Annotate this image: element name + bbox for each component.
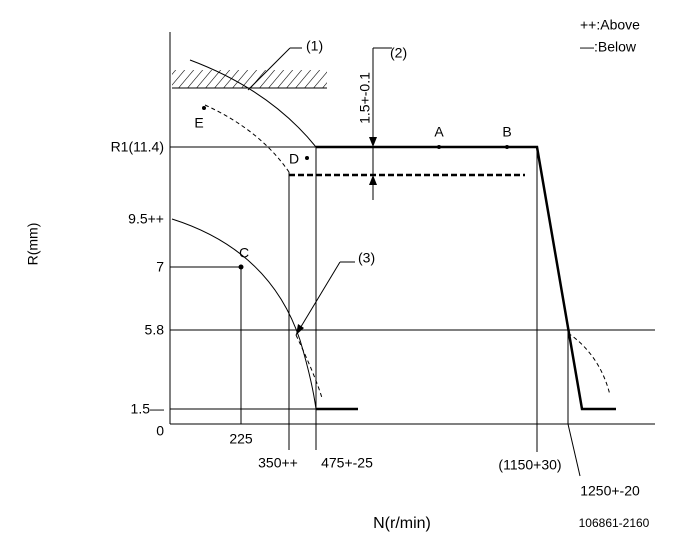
point-label: E (194, 115, 203, 131)
axes (169, 32, 655, 425)
y-label: 1.5— (131, 401, 164, 417)
point-label: B (502, 124, 511, 140)
drawing-code: 106861-2160 (579, 516, 650, 530)
point-label: D (289, 151, 299, 167)
y-axis-title: R(mm) (25, 223, 41, 266)
x-label: 350++ (258, 455, 298, 471)
point-label: C (239, 245, 249, 261)
callout: (2) (390, 45, 407, 61)
point-dots (202, 106, 509, 270)
x-label: 225 (229, 431, 253, 447)
tolerance: 1.5+-0.1 (357, 72, 373, 124)
callout: (1) (306, 38, 323, 54)
x-label: 1250+-20 (580, 483, 640, 499)
callout: (3) (358, 250, 375, 266)
y-label: 0 (156, 423, 164, 439)
x-label: 475+-25 (321, 455, 373, 471)
y-label: 9.5++ (128, 211, 164, 227)
legend-above: ++:Above (580, 17, 640, 33)
y-label: R1(11.4) (111, 139, 164, 155)
curves (171, 59, 616, 411)
dimension (247, 47, 392, 336)
y-label: 5.8 (145, 322, 165, 338)
legend-below: —:Below (580, 39, 637, 55)
y-label: 7 (156, 259, 164, 275)
x-axis-title: N(r/min) (373, 515, 431, 532)
point-label: A (434, 124, 444, 140)
x-label: (1150+30) (498, 457, 561, 473)
reference-lines (170, 146, 655, 477)
stopper (172, 70, 327, 89)
